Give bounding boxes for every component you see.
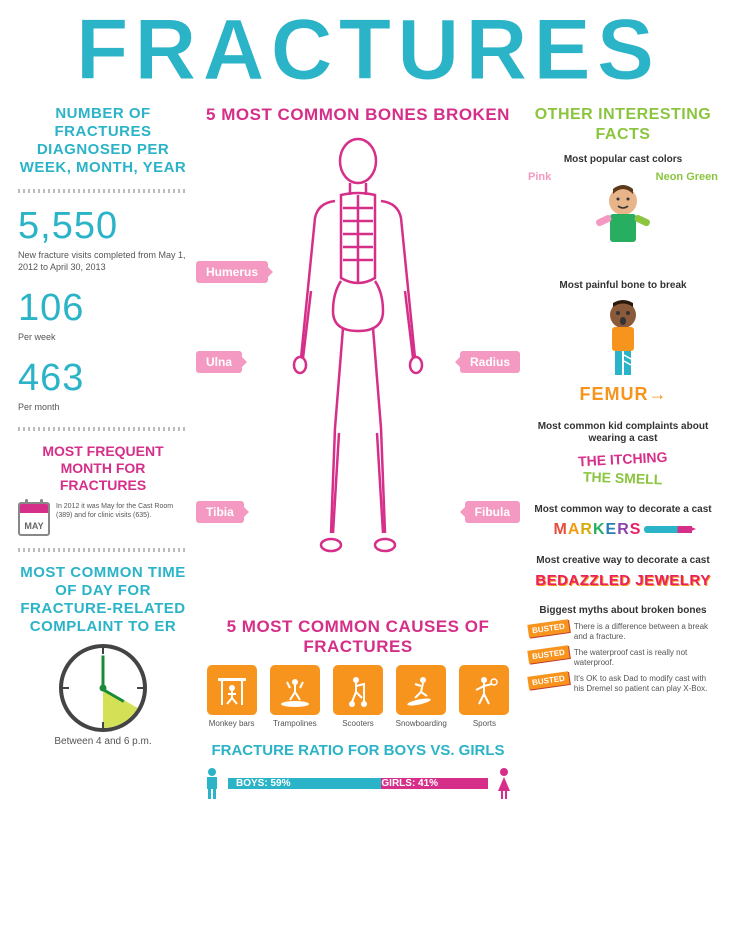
bone-tag-fibula: Fibula — [465, 501, 520, 523]
cause-item: Scooters — [328, 665, 387, 728]
bone-tag-humerus: Humerus — [196, 261, 268, 283]
myth-row: BUSTED The waterproof cast is really not… — [528, 648, 718, 668]
stat-label: Per week — [18, 332, 188, 343]
fact-painful: Most painful bone to break FEMUR→ — [528, 280, 718, 405]
cause-icon — [270, 665, 320, 715]
facts-heading: OTHER INTERESTING FACTS — [528, 105, 718, 143]
cause-item: Snowboarding — [392, 665, 451, 728]
cause-label: Snowboarding — [392, 719, 451, 728]
month-text: In 2012 it was May for the Cast Room (38… — [56, 502, 188, 520]
ratio-heading: FRACTURE RATIO FOR BOYS VS. GIRLS — [202, 742, 514, 759]
marker-icon — [644, 526, 692, 533]
busted-stamp: BUSTED — [527, 645, 569, 664]
cause-label: Monkey bars — [202, 719, 261, 728]
girls-bar: GIRLS: 41% — [381, 778, 488, 789]
skeleton-diagram: HumerusUlnaRadiusTibiaFibula — [202, 133, 514, 603]
stat-block: 5,550 New fracture visits completed from… — [18, 205, 188, 273]
cause-item: Trampolines — [265, 665, 324, 728]
stat-label: Per month — [18, 402, 188, 413]
boys-bar: BOYS: 59% — [228, 778, 381, 789]
clock-icon — [59, 644, 147, 732]
skeleton-icon — [273, 133, 443, 593]
girl-icon — [494, 767, 514, 799]
stat-block: 106 Per week — [18, 287, 188, 343]
left-column: NUMBER OF FRACTURES DIAGNOSED PER WEEK, … — [18, 105, 188, 799]
month-heading: MOST FREQUENT MONTH FOR FRACTURES — [18, 443, 188, 493]
markers-text: MARKERS — [528, 521, 718, 539]
columns: NUMBER OF FRACTURES DIAGNOSED PER WEEK, … — [18, 105, 718, 799]
divider — [18, 189, 188, 193]
cause-item: Monkey bars — [202, 665, 261, 728]
time-heading: MOST COMMON TIME OF DAY FOR FRACTURE-REL… — [18, 564, 188, 636]
kid-cast-icon — [578, 179, 668, 259]
cause-label: Scooters — [328, 719, 387, 728]
busted-stamp: BUSTED — [527, 671, 569, 690]
myth-text: It's OK to ask Dad to modify cast with h… — [574, 674, 718, 694]
cause-label: Sports — [455, 719, 514, 728]
stat-number: 463 — [18, 357, 188, 400]
ratio-bar: BOYS: 59% GIRLS: 41% — [202, 767, 514, 799]
cause-icon — [333, 665, 383, 715]
cause-icon — [459, 665, 509, 715]
myth-row: BUSTED It's OK to ask Dad to modify cast… — [528, 674, 718, 694]
boy-icon — [202, 767, 222, 799]
kid-femur-icon — [583, 297, 663, 379]
center-column: 5 MOST COMMON BONES BROKEN — [202, 105, 514, 799]
myth-text: The waterproof cast is really not waterp… — [574, 648, 718, 668]
bone-tag-radius: Radius — [460, 351, 520, 373]
fact-creative: Most creative way to decorate a cast BED… — [528, 555, 718, 589]
stat-number: 5,550 — [18, 205, 188, 248]
bones-heading: 5 MOST COMMON BONES BROKEN — [202, 105, 514, 125]
fact-decorate: Most common way to decorate a cast MARKE… — [528, 504, 718, 539]
main-title: FRACTURES — [18, 12, 718, 89]
causes-section: 5 MOST COMMON CAUSES OF FRACTURES Monkey… — [202, 617, 514, 728]
myth-text: There is a difference between a break an… — [574, 622, 718, 642]
calendar-row: MAY In 2012 it was May for the Cast Room… — [18, 502, 188, 536]
divider — [18, 427, 188, 431]
stat-block: 463 Per month — [18, 357, 188, 413]
divider — [18, 548, 188, 552]
bone-tag-tibia: Tibia — [196, 501, 244, 523]
time-label: Between 4 and 6 p.m. — [18, 736, 188, 747]
ratio-section: FRACTURE RATIO FOR BOYS VS. GIRLS BOYS: … — [202, 742, 514, 799]
fact-cast-colors: Most popular cast colors PinkNeon Green — [528, 154, 718, 264]
calendar-icon: MAY — [18, 502, 50, 536]
causes-heading: 5 MOST COMMON CAUSES OF FRACTURES — [202, 617, 514, 657]
busted-stamp: BUSTED — [527, 619, 569, 638]
cause-item: Sports — [455, 665, 514, 728]
cause-label: Trampolines — [265, 719, 324, 728]
fact-complaints: Most common kid complaints about wearing… — [528, 421, 718, 488]
bone-tag-ulna: Ulna — [196, 351, 242, 373]
stat-number: 106 — [18, 287, 188, 330]
cause-icon — [207, 665, 257, 715]
myth-row: BUSTED There is a difference between a b… — [528, 622, 718, 642]
diagnosed-heading: NUMBER OF FRACTURES DIAGNOSED PER WEEK, … — [18, 105, 188, 177]
right-column: OTHER INTERESTING FACTS Most popular cas… — [528, 105, 718, 799]
cause-icon — [396, 665, 446, 715]
stat-label: New fracture visits completed from May 1… — [18, 250, 188, 273]
fact-myths: Biggest myths about broken bones BUSTED … — [528, 605, 718, 694]
